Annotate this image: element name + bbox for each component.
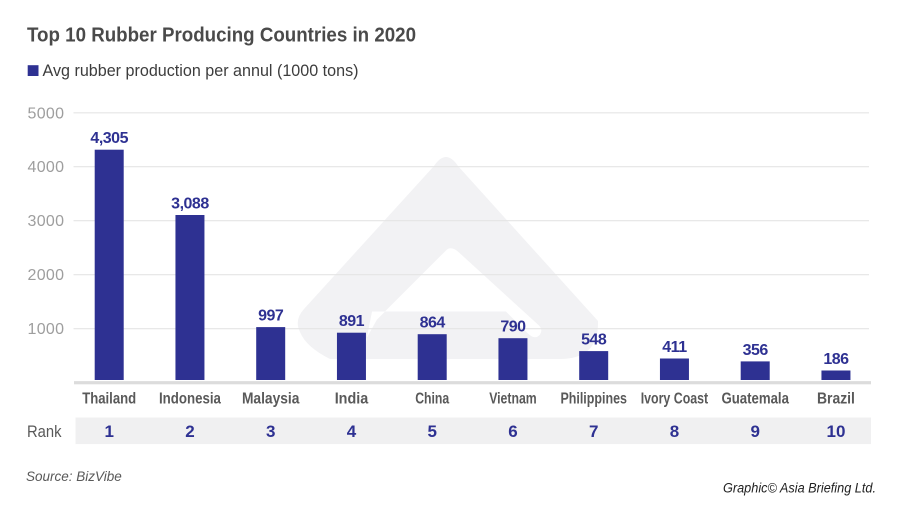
svg-text:Thailand: Thailand: [82, 391, 136, 408]
svg-text:Graphic© Asia Briefing Ltd.: Graphic© Asia Briefing Ltd.: [723, 481, 876, 496]
svg-text:Malaysia: Malaysia: [242, 391, 300, 408]
svg-text:1000: 1000: [28, 321, 65, 338]
svg-text:548: 548: [581, 332, 607, 349]
svg-text:4000: 4000: [28, 159, 65, 176]
svg-text:2000: 2000: [28, 267, 65, 284]
svg-text:411: 411: [662, 339, 687, 356]
svg-text:2: 2: [185, 422, 194, 441]
svg-text:356: 356: [743, 342, 769, 359]
svg-text:891: 891: [339, 313, 365, 330]
svg-text:997: 997: [258, 308, 284, 325]
svg-text:Guatemala: Guatemala: [721, 391, 789, 408]
svg-text:Source: BizVibe: Source: BizVibe: [26, 469, 122, 484]
svg-text:7: 7: [589, 422, 598, 441]
svg-text:Avg rubber production per annu: Avg rubber production per annul (1000 to…: [43, 61, 359, 80]
svg-text:9: 9: [750, 422, 759, 441]
svg-text:Philippines: Philippines: [560, 391, 627, 408]
svg-text:Indonesia: Indonesia: [159, 391, 221, 408]
svg-text:6: 6: [508, 422, 517, 441]
svg-text:Vietnam: Vietnam: [489, 391, 537, 408]
svg-text:Rank: Rank: [27, 422, 62, 441]
svg-text:10: 10: [826, 422, 845, 441]
svg-text:186: 186: [823, 351, 849, 368]
svg-text:3: 3: [266, 422, 275, 441]
svg-text:5: 5: [427, 422, 436, 441]
svg-text:790: 790: [500, 319, 526, 336]
svg-text:8: 8: [670, 422, 679, 441]
svg-text:China: China: [415, 391, 449, 408]
svg-text:India: India: [335, 391, 369, 408]
svg-text:3000: 3000: [28, 213, 65, 230]
svg-text:Brazil: Brazil: [817, 391, 855, 408]
svg-text:3,088: 3,088: [171, 196, 209, 213]
svg-text:Top 10 Rubber Producing Countr: Top 10 Rubber Producing Countries in 202…: [27, 25, 416, 47]
svg-text:864: 864: [420, 315, 446, 332]
svg-text:4,305: 4,305: [90, 130, 128, 147]
svg-text:Ivory Coast: Ivory Coast: [641, 391, 709, 408]
svg-text:4: 4: [347, 422, 357, 441]
svg-text:1: 1: [104, 422, 113, 441]
svg-text:5000: 5000: [28, 105, 65, 122]
